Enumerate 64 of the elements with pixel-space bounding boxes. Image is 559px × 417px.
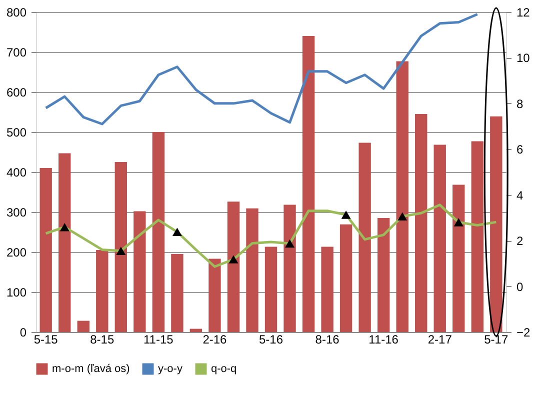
bar xyxy=(452,184,465,332)
line-series xyxy=(44,13,479,126)
y2-tick-label: −2 xyxy=(516,326,531,340)
bar xyxy=(208,258,221,332)
bar xyxy=(152,132,165,332)
point xyxy=(60,222,70,232)
bar xyxy=(284,204,296,332)
bar xyxy=(415,114,428,332)
bar xyxy=(490,116,502,332)
legend-label: q-o-q xyxy=(211,363,237,375)
y-tick-label: 200 xyxy=(6,246,27,260)
x-tick-label: 11-16 xyxy=(368,332,399,346)
y2-tick-label: 12 xyxy=(516,6,530,20)
y2-tick-label: 6 xyxy=(516,142,524,157)
bar xyxy=(471,141,484,332)
bar xyxy=(264,246,278,332)
x-tick-label: 8-15 xyxy=(90,332,114,346)
point xyxy=(285,239,295,248)
y2-tick-label: 0 xyxy=(516,280,524,294)
bar xyxy=(77,320,90,332)
line-series xyxy=(44,204,498,268)
bar xyxy=(340,224,352,332)
bar xyxy=(58,153,71,332)
bar xyxy=(358,142,371,332)
legend-label: m-o-m (ľavá os) xyxy=(52,363,130,375)
y-tick-label: 600 xyxy=(6,86,27,100)
bar xyxy=(171,254,184,332)
bar xyxy=(40,168,52,332)
bar xyxy=(96,250,108,332)
point xyxy=(172,228,182,236)
y-tick-label: 400 xyxy=(6,166,27,180)
bar xyxy=(190,328,202,332)
y2-tick-label: 8 xyxy=(516,96,524,111)
point xyxy=(228,255,238,264)
x-tick-label: 5-17 xyxy=(484,332,508,346)
y-tick-label: 100 xyxy=(6,286,27,300)
y-tick-label: 0 xyxy=(20,326,27,340)
point xyxy=(454,218,464,226)
x-tick-label: 8-16 xyxy=(315,332,340,346)
y-tick-label: 500 xyxy=(6,126,27,140)
bar xyxy=(227,202,240,332)
bar xyxy=(134,211,146,332)
x-tick-label: 2-17 xyxy=(428,332,452,346)
y2-tick-label: 2 xyxy=(516,234,524,248)
bar xyxy=(396,61,408,332)
bar xyxy=(377,218,390,332)
y-tick-label: 300 xyxy=(6,206,27,220)
point xyxy=(341,210,351,219)
y2-tick-label: 4 xyxy=(516,188,524,202)
bar xyxy=(302,36,315,332)
bar xyxy=(321,246,334,332)
bar xyxy=(434,144,446,332)
x-tick-label: 5-15 xyxy=(34,332,58,346)
y-tick-label: 700 xyxy=(6,46,27,60)
point xyxy=(398,212,408,220)
point xyxy=(116,246,126,255)
y2-tick-label: 10 xyxy=(516,51,530,66)
bar xyxy=(246,208,258,332)
x-tick-label: 2-16 xyxy=(202,332,228,346)
legend-label: y-o-y xyxy=(158,363,183,375)
x-tick-label: 11-15 xyxy=(144,332,174,346)
y-tick-label: 800 xyxy=(6,6,27,20)
bar xyxy=(114,162,127,332)
x-tick-label: 5-16 xyxy=(258,332,284,346)
